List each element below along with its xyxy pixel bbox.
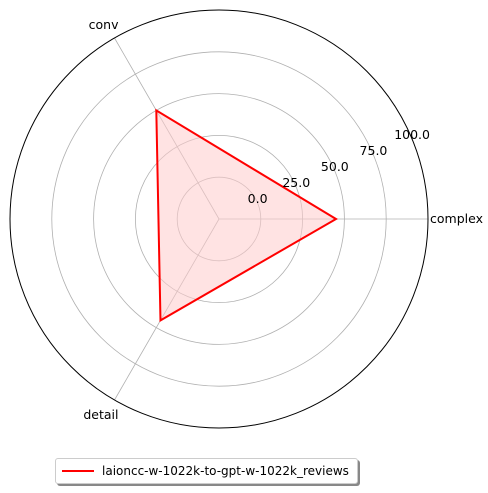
legend-label: laioncc-w-1022k-to-gpt-w-1022k_reviews	[102, 464, 349, 478]
radial-tick-label: 0.0	[248, 191, 268, 206]
radial-tick-label: 100.0	[394, 127, 430, 142]
axis-label: complex	[430, 211, 483, 226]
outer-frame	[9, 9, 429, 429]
radial-tick-label: 50.0	[321, 159, 349, 174]
legend-swatch	[62, 470, 94, 472]
label-layer: 0.0 25.0 50.0 75.0 100.0 complex conv detail	[83, 17, 483, 422]
radial-tick-label: 75.0	[360, 143, 388, 158]
series-line	[155, 108, 339, 323]
series-layer	[155, 108, 339, 323]
axis-label: detail	[83, 407, 118, 422]
legend: laioncc-w-1022k-to-gpt-w-1022k_reviews	[55, 458, 358, 484]
series-area	[156, 110, 337, 321]
axis-label: conv	[89, 17, 119, 32]
radial-tick-label: 25.0	[282, 175, 310, 190]
